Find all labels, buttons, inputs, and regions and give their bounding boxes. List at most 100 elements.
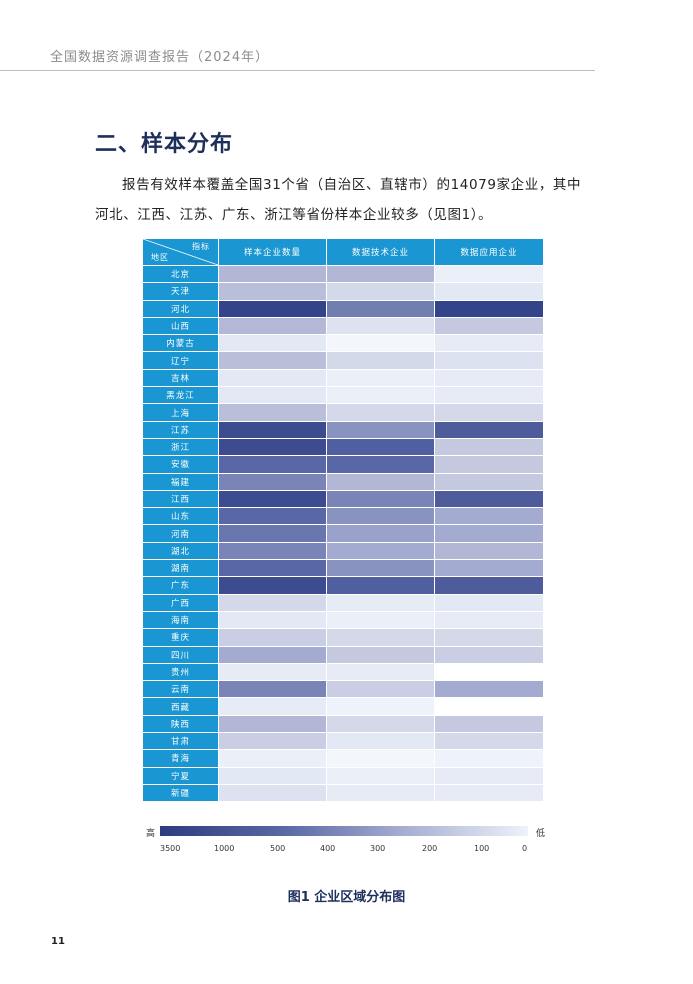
corner-header-cell: 指标 地区: [142, 238, 219, 266]
heat-cell: [326, 697, 435, 716]
heat-cell: [434, 541, 544, 561]
heat-cell: [326, 507, 435, 526]
heat-cell: [326, 351, 435, 370]
region-label: 江西: [142, 489, 219, 509]
heat-cell: [434, 662, 544, 682]
region-label: 宁夏: [142, 766, 219, 785]
heat-cell: [326, 576, 435, 595]
heat-cell: [326, 714, 435, 734]
heat-cell: [218, 645, 327, 664]
heat-cell: [218, 403, 327, 422]
region-label: 天津: [142, 282, 219, 301]
table-row: 内蒙古: [142, 334, 544, 353]
region-label: 陕西: [142, 714, 219, 734]
region-label: 北京: [142, 264, 219, 284]
section-title: 二、样本分布: [95, 132, 234, 157]
region-label: 浙江: [142, 437, 219, 457]
heat-cell: [326, 645, 435, 664]
table-row: 福建: [142, 472, 544, 491]
heat-cell: [326, 680, 435, 699]
heat-cell: [218, 559, 327, 578]
region-label: 黑龙江: [142, 386, 219, 405]
legend-tick: 1000: [214, 844, 235, 853]
heat-cell: [326, 299, 435, 318]
heat-cell: [218, 334, 327, 353]
table-row: 重庆: [142, 628, 544, 647]
region-label: 重庆: [142, 628, 219, 647]
heat-cell: [218, 455, 327, 474]
legend-tick: 100: [474, 844, 490, 853]
legend-tick: 200: [422, 844, 438, 853]
region-label: 山西: [142, 316, 219, 336]
heat-cell: [326, 766, 435, 785]
heat-cell: [434, 524, 544, 543]
table-row: 湖南: [142, 559, 544, 578]
page-number: 11: [51, 936, 65, 947]
header-rule: [0, 70, 595, 71]
heat-cell: [218, 541, 327, 561]
heat-cell: [434, 680, 544, 699]
legend-gradient-bar: [160, 826, 528, 836]
table-row: 浙江: [142, 437, 544, 457]
region-label: 湖北: [142, 541, 219, 561]
region-label: 上海: [142, 403, 219, 422]
heat-cell: [434, 403, 544, 422]
region-label: 河北: [142, 299, 219, 318]
heat-cell: [218, 507, 327, 526]
region-label: 湖南: [142, 559, 219, 578]
table-row: 上海: [142, 403, 544, 422]
legend-tick: 3500: [160, 844, 181, 853]
legend-tick-labels: 3500 1000 500 400 300 200 100 0: [142, 844, 552, 856]
heat-cell: [218, 489, 327, 509]
legend-tick: 0: [522, 844, 528, 853]
table-row: 海南: [142, 610, 544, 630]
column-header: 数据技术企业: [326, 238, 435, 266]
region-label: 福建: [142, 472, 219, 491]
table-row: 新疆: [142, 783, 544, 803]
heat-cell: [434, 299, 544, 318]
heat-cell: [434, 455, 544, 474]
heat-cell: [434, 610, 544, 630]
heat-cell: [434, 420, 544, 439]
table-row: 河南: [142, 524, 544, 543]
heat-cell: [326, 559, 435, 578]
heat-cell: [434, 282, 544, 301]
heat-cell: [326, 368, 435, 388]
table-row: 四川: [142, 645, 544, 664]
heat-cell: [434, 437, 544, 457]
table-row: 贵州: [142, 662, 544, 682]
heat-cell: [218, 368, 327, 388]
heat-cell: [326, 662, 435, 682]
heat-cell: [218, 680, 327, 699]
heat-cell: [434, 559, 544, 578]
heat-cell: [218, 749, 327, 768]
region-label: 广东: [142, 576, 219, 595]
heat-cell: [326, 472, 435, 491]
heat-cell: [218, 437, 327, 457]
heat-cell: [434, 593, 544, 612]
heat-cell: [434, 732, 544, 751]
legend-tick: 400: [320, 844, 336, 853]
heat-cell: [218, 386, 327, 405]
color-legend: 高 低 3500 1000 500 400 300 200 100 0: [142, 822, 552, 862]
table-row: 青海: [142, 749, 544, 768]
column-header: 样本企业数量: [218, 238, 327, 266]
heat-cell: [434, 628, 544, 647]
heat-cell: [326, 610, 435, 630]
region-label: 辽宁: [142, 351, 219, 370]
region-label: 西藏: [142, 697, 219, 716]
heat-cell: [218, 351, 327, 370]
heat-cell: [218, 420, 327, 439]
running-title: 全国数据资源调查报告（2024年）: [50, 50, 270, 65]
heat-cell: [326, 593, 435, 612]
heat-cell: [326, 334, 435, 353]
heat-cell: [326, 420, 435, 439]
table-row: 吉林: [142, 368, 544, 388]
heat-cell: [218, 593, 327, 612]
heat-cell: [326, 489, 435, 509]
heat-cell: [434, 697, 544, 716]
heat-cell: [434, 264, 544, 284]
heat-cell: [434, 334, 544, 353]
heat-cell: [326, 749, 435, 768]
table-header-row: 指标 地区 样本企业数量 数据技术企业 数据应用企业: [142, 238, 544, 266]
